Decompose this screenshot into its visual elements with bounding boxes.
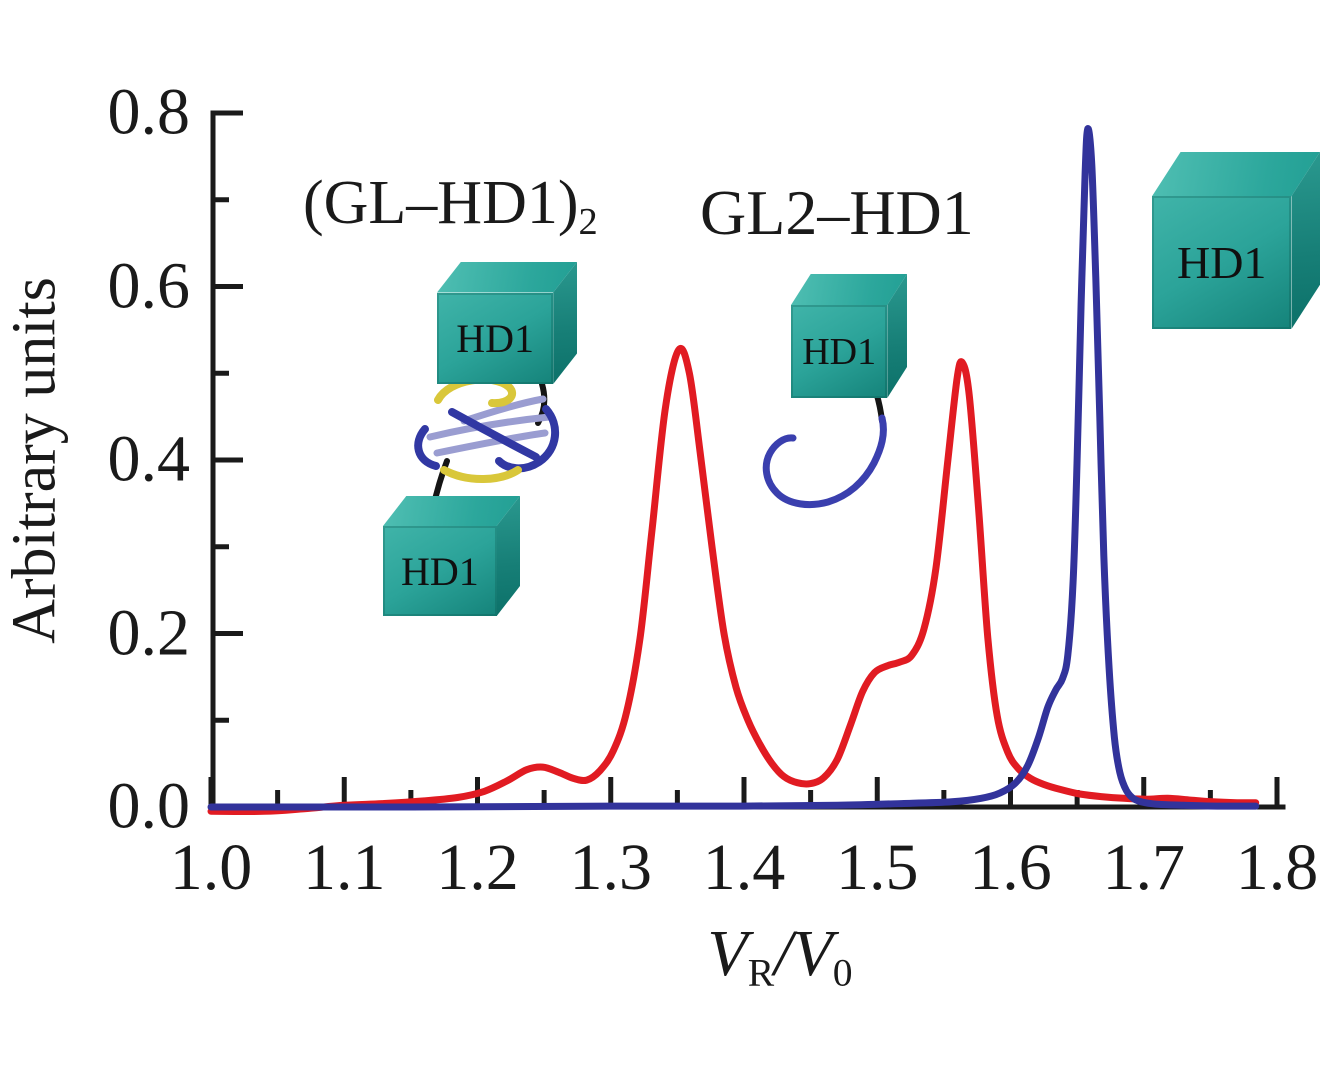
quadruplex-ribbon bbox=[426, 413, 553, 441]
y-tick-label: 0.2 bbox=[107, 596, 191, 670]
y-tick-label: 0.6 bbox=[107, 249, 191, 323]
peak-label-gl-hd1-dimer: (GL–HD1)2 bbox=[303, 168, 598, 244]
cube-front-face: HD1 bbox=[791, 305, 888, 398]
quadruplex-ribbon bbox=[460, 395, 547, 425]
cube-side-face bbox=[496, 496, 520, 616]
x-tick-label: 1.8 bbox=[1235, 831, 1319, 904]
x-tick-label: 1.5 bbox=[836, 831, 919, 904]
cube-front-face: HD1 bbox=[437, 292, 554, 384]
quadruplex-structure bbox=[414, 375, 560, 483]
x-tick-label: 1.6 bbox=[969, 831, 1052, 904]
x-tick-label: 1.0 bbox=[169, 831, 253, 904]
cube-side-face bbox=[553, 262, 577, 384]
cube-top-face bbox=[1152, 152, 1320, 197]
peak-label-text: GL2–HD1 bbox=[700, 177, 974, 248]
quadruplex-ribbon bbox=[495, 405, 560, 473]
hd1-label: HD1 bbox=[400, 548, 479, 594]
cube-front-face: HD1 bbox=[1152, 196, 1292, 329]
curves-layer bbox=[207, 125, 1260, 816]
cube-side-face bbox=[887, 274, 907, 398]
x-axis-title-slash: / bbox=[774, 917, 793, 990]
peak-label-text: (GL–HD1) bbox=[303, 169, 579, 237]
cube-top-face bbox=[383, 496, 520, 526]
x-axis-title: VR/V0 bbox=[600, 916, 960, 995]
quadruplex-ribbon bbox=[433, 429, 549, 457]
peak-label-subscript: 2 bbox=[578, 200, 598, 243]
hd1-cube-dimer-top: HD1 bbox=[437, 262, 577, 384]
y-tick-label: 0.4 bbox=[107, 422, 191, 496]
x-axis-title-sub-r: R bbox=[747, 950, 775, 995]
quadruplex-ribbon bbox=[414, 425, 440, 470]
hd1-cube-free: HD1 bbox=[1152, 152, 1320, 329]
hd1-cube-monomer: HD1 bbox=[791, 274, 907, 398]
hd1-label: HD1 bbox=[1176, 237, 1267, 289]
hd1-cube-dimer-bottom: HD1 bbox=[383, 496, 520, 616]
hd1-label: HD1 bbox=[456, 315, 534, 361]
x-tick-label: 1.7 bbox=[1102, 831, 1186, 904]
quadruplex-ribbon bbox=[448, 408, 540, 461]
x-tick-label: 1.1 bbox=[303, 831, 386, 904]
cube-front-face: HD1 bbox=[383, 526, 497, 616]
cube-top-face bbox=[437, 262, 577, 293]
x-tick-label: 1.4 bbox=[702, 831, 786, 904]
cube-top-face bbox=[791, 274, 907, 305]
x-tick-label: 1.3 bbox=[569, 831, 653, 904]
blue-trace-curve bbox=[207, 125, 1260, 811]
red-trace-curve bbox=[207, 344, 1260, 816]
hd1-label: HD1 bbox=[802, 330, 877, 373]
peak-label-gl2-hd1: GL2–HD1 bbox=[700, 176, 974, 250]
y-tick-label: 0.0 bbox=[107, 769, 191, 843]
quadruplex-loop bbox=[440, 466, 522, 483]
x-axis-title-v1: V bbox=[707, 917, 748, 990]
aptamer-squiggle bbox=[762, 414, 887, 509]
quadruplex-loop bbox=[434, 375, 517, 408]
y-tick-label: 0.8 bbox=[107, 75, 191, 149]
monomer-linker-group bbox=[762, 389, 887, 509]
x-tick-label: 1.2 bbox=[436, 831, 519, 904]
x-axis-title-v2: V bbox=[792, 917, 833, 990]
x-axis-title-sub-0: 0 bbox=[832, 950, 853, 995]
